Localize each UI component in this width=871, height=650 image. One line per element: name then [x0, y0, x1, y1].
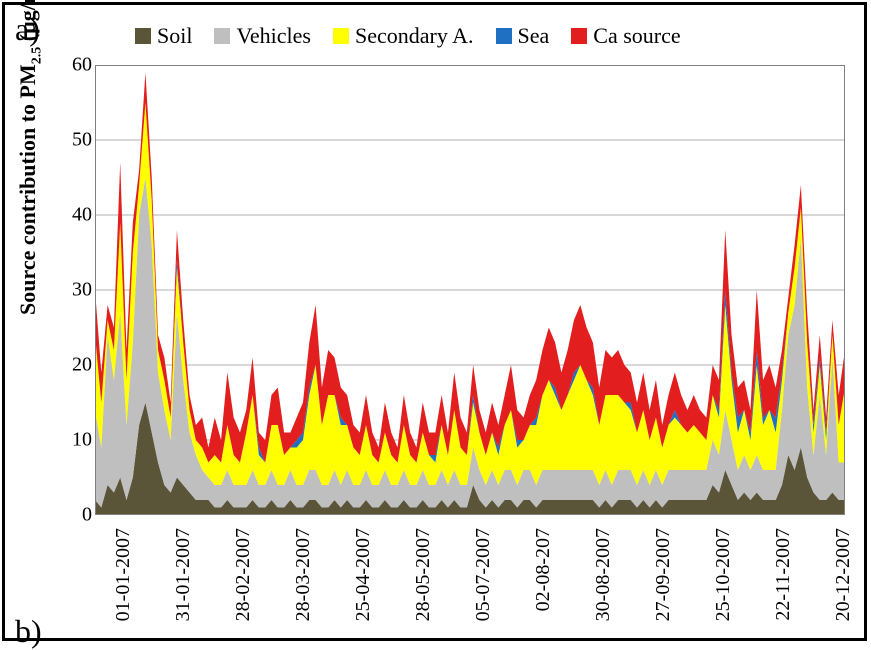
legend-swatch — [571, 28, 587, 44]
y-tick-label: 60 — [72, 54, 92, 77]
legend-item: Vehicles — [214, 23, 311, 49]
y-tick-label: 50 — [72, 129, 92, 152]
x-tick-label: 27-09-2007 — [652, 528, 675, 621]
x-tick-label: 28-05-2007 — [412, 528, 435, 621]
x-tick-label: 28-03-2007 — [292, 528, 315, 621]
legend-item: Sea — [496, 23, 550, 49]
ylabel-unit-open: ( — [15, 34, 40, 47]
legend-swatch — [214, 28, 230, 44]
legend: Soil Vehicles Secondary A. Sea Ca source — [135, 23, 681, 49]
ylabel-text: Source contribution to PM — [15, 64, 40, 315]
ylabel-sub: 2.5 — [29, 47, 44, 65]
y-tick-label: 10 — [72, 429, 92, 452]
x-tick-label: 05-07-2007 — [472, 528, 495, 621]
x-tick-label: 02-08-207 — [532, 528, 555, 611]
x-axis-ticks: 01-01-2007 31-01-2007 28-02-2007 28-03-2007… — [95, 520, 845, 640]
legend-swatch — [135, 28, 151, 44]
x-tick-label: 01-01-2007 — [112, 528, 135, 621]
x-tick-label: 25-04-2007 — [352, 528, 375, 621]
stacked-area-chart — [95, 65, 845, 515]
x-tick-label: 31-01-2007 — [172, 528, 195, 621]
legend-label: Ca source — [593, 23, 680, 49]
x-tick-label: 22-11-2007 — [772, 528, 795, 621]
x-tick-label: 25-10-2007 — [712, 528, 735, 621]
legend-label: Secondary A. — [355, 23, 474, 49]
panel-label-b: b) — [15, 613, 42, 650]
y-axis-ticks: 0102030405060 — [60, 65, 92, 515]
plot-area — [95, 65, 845, 515]
legend-label: Soil — [157, 23, 192, 49]
y-axis-label: Source contribution to PM2.5 (µg/m3) — [15, 0, 45, 315]
legend-swatch — [333, 28, 349, 44]
legend-item: Ca source — [571, 23, 680, 49]
x-tick-label: 28-02-2007 — [232, 528, 255, 621]
x-tick-label: 30-08-2007 — [592, 528, 615, 621]
legend-item: Soil — [135, 23, 192, 49]
chart-frame: a) SoilVehiclesSecondary A.SeaCa source … — [2, 2, 867, 641]
legend-item: Secondary A. — [333, 23, 474, 49]
y-tick-label: 0 — [82, 504, 92, 527]
y-tick-label: 30 — [72, 279, 92, 302]
ylabel-mu: µ — [15, 21, 40, 34]
x-tick-label: 20-12-2007 — [832, 528, 855, 621]
y-tick-label: 40 — [72, 204, 92, 227]
legend-label: Vehicles — [236, 23, 311, 49]
legend-swatch — [496, 28, 512, 44]
ylabel-gm: g/m — [15, 0, 40, 21]
y-tick-label: 20 — [72, 354, 92, 377]
legend-label: Sea — [518, 23, 550, 49]
